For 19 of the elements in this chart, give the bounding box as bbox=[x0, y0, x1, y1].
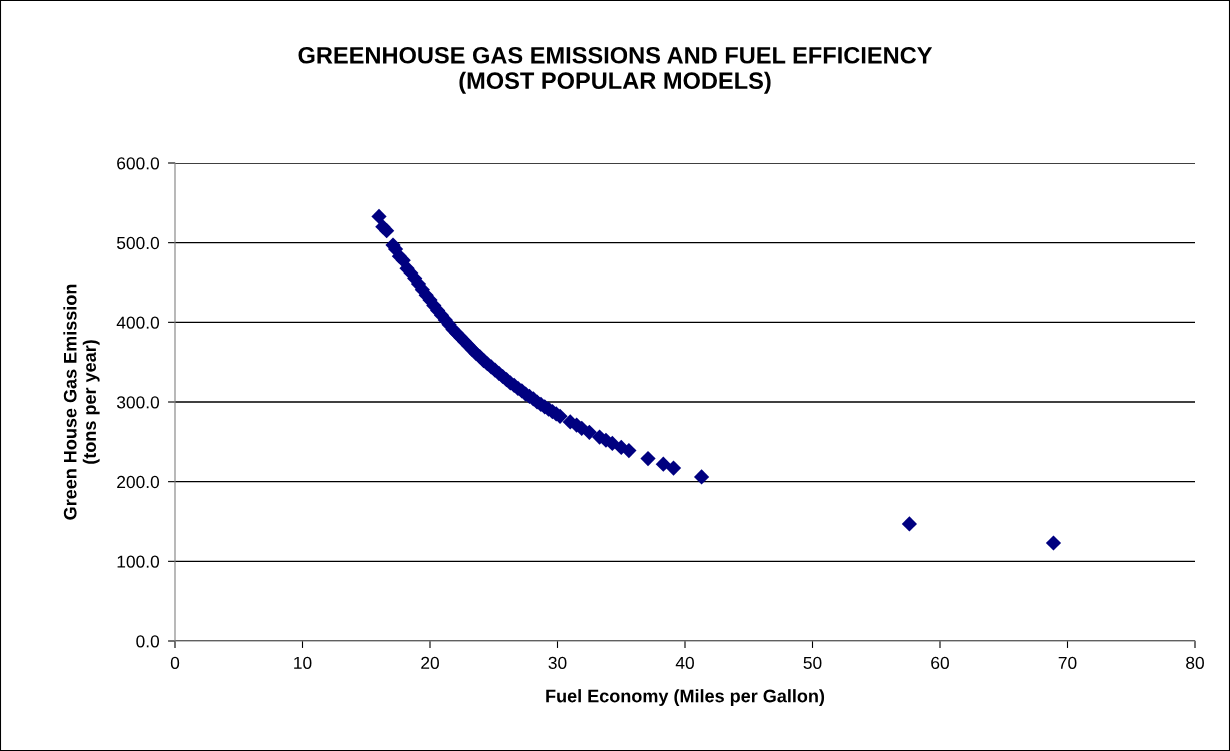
y-tick-label: 600.0 bbox=[117, 157, 160, 170]
x-tick-label: 20 bbox=[421, 656, 439, 670]
chart-title: GREENHOUSE GAS EMISSIONS AND FUEL EFFICIENCY (MOST POPULAR MODELS) bbox=[298, 46, 933, 94]
x-tick-label: 10 bbox=[294, 656, 312, 670]
x-tick-label: 80 bbox=[1186, 656, 1204, 670]
x-tick-label: 30 bbox=[548, 656, 567, 670]
y-tick-label: 300.0 bbox=[116, 396, 160, 409]
y-tick-label: 100.0 bbox=[117, 555, 160, 568]
x-tick-label: 0 bbox=[170, 656, 180, 670]
y-tick-label: 500.0 bbox=[116, 236, 160, 250]
x-tick-label: 60 bbox=[931, 656, 949, 670]
x-tick-label: 70 bbox=[1058, 656, 1077, 670]
x-axis-title: Fuel Economy (Miles per Gallon) bbox=[546, 689, 825, 706]
y-tick-label: 0.0 bbox=[136, 635, 160, 648]
y-tick-label: 400.0 bbox=[116, 316, 160, 329]
x-tick-label: 50 bbox=[803, 656, 822, 670]
y-tick-label: 200.0 bbox=[117, 475, 160, 489]
y-axis-title: Green House Gas Emission (tons per year) bbox=[63, 284, 100, 520]
x-tick-label: 40 bbox=[675, 656, 694, 670]
